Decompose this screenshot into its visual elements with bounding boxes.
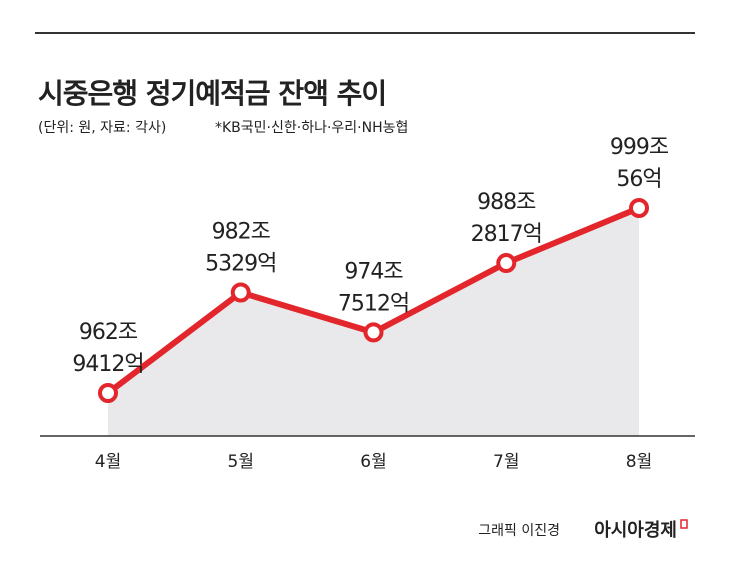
marker [98, 383, 118, 403]
value-label: 999조 [610, 135, 669, 160]
marker [629, 198, 649, 218]
value-label: 56억 [616, 167, 661, 192]
value-label: 982조 [212, 220, 271, 245]
value-label: 962조 [79, 320, 138, 345]
value-label: 974조 [344, 259, 403, 284]
plot: 962조 9412억 4월 982조 5329억 5월 974조 7512억 6월 988조 281… [72, 135, 669, 472]
chart-title: 시중은행 정기예적금 잔액 추이 [38, 77, 386, 110]
value-label: 2817억 [471, 222, 542, 247]
value-label: 5329억 [205, 252, 276, 277]
value-label: 7512억 [338, 291, 409, 316]
chart-subtitle: (단위: 원, 자료: 각사) [38, 120, 166, 136]
marker [363, 322, 384, 343]
brand-mark [680, 519, 688, 529]
x-tick-label: 5월 [228, 452, 254, 472]
x-tick-label: 8월 [626, 452, 652, 472]
marker [230, 282, 251, 303]
value-label: 9412억 [72, 352, 143, 377]
brand: 아시아경제 [594, 520, 677, 541]
value-label: 988조 [477, 190, 536, 215]
x-tick-label: 6월 [360, 452, 386, 472]
chart-note: *KB국민·신한·하나·우리·NH농협 [215, 120, 408, 136]
x-tick-label: 7월 [493, 452, 519, 472]
credit: 그래픽 이진경 [478, 523, 560, 539]
marker [496, 253, 517, 274]
x-tick-label: 4월 [95, 452, 121, 472]
